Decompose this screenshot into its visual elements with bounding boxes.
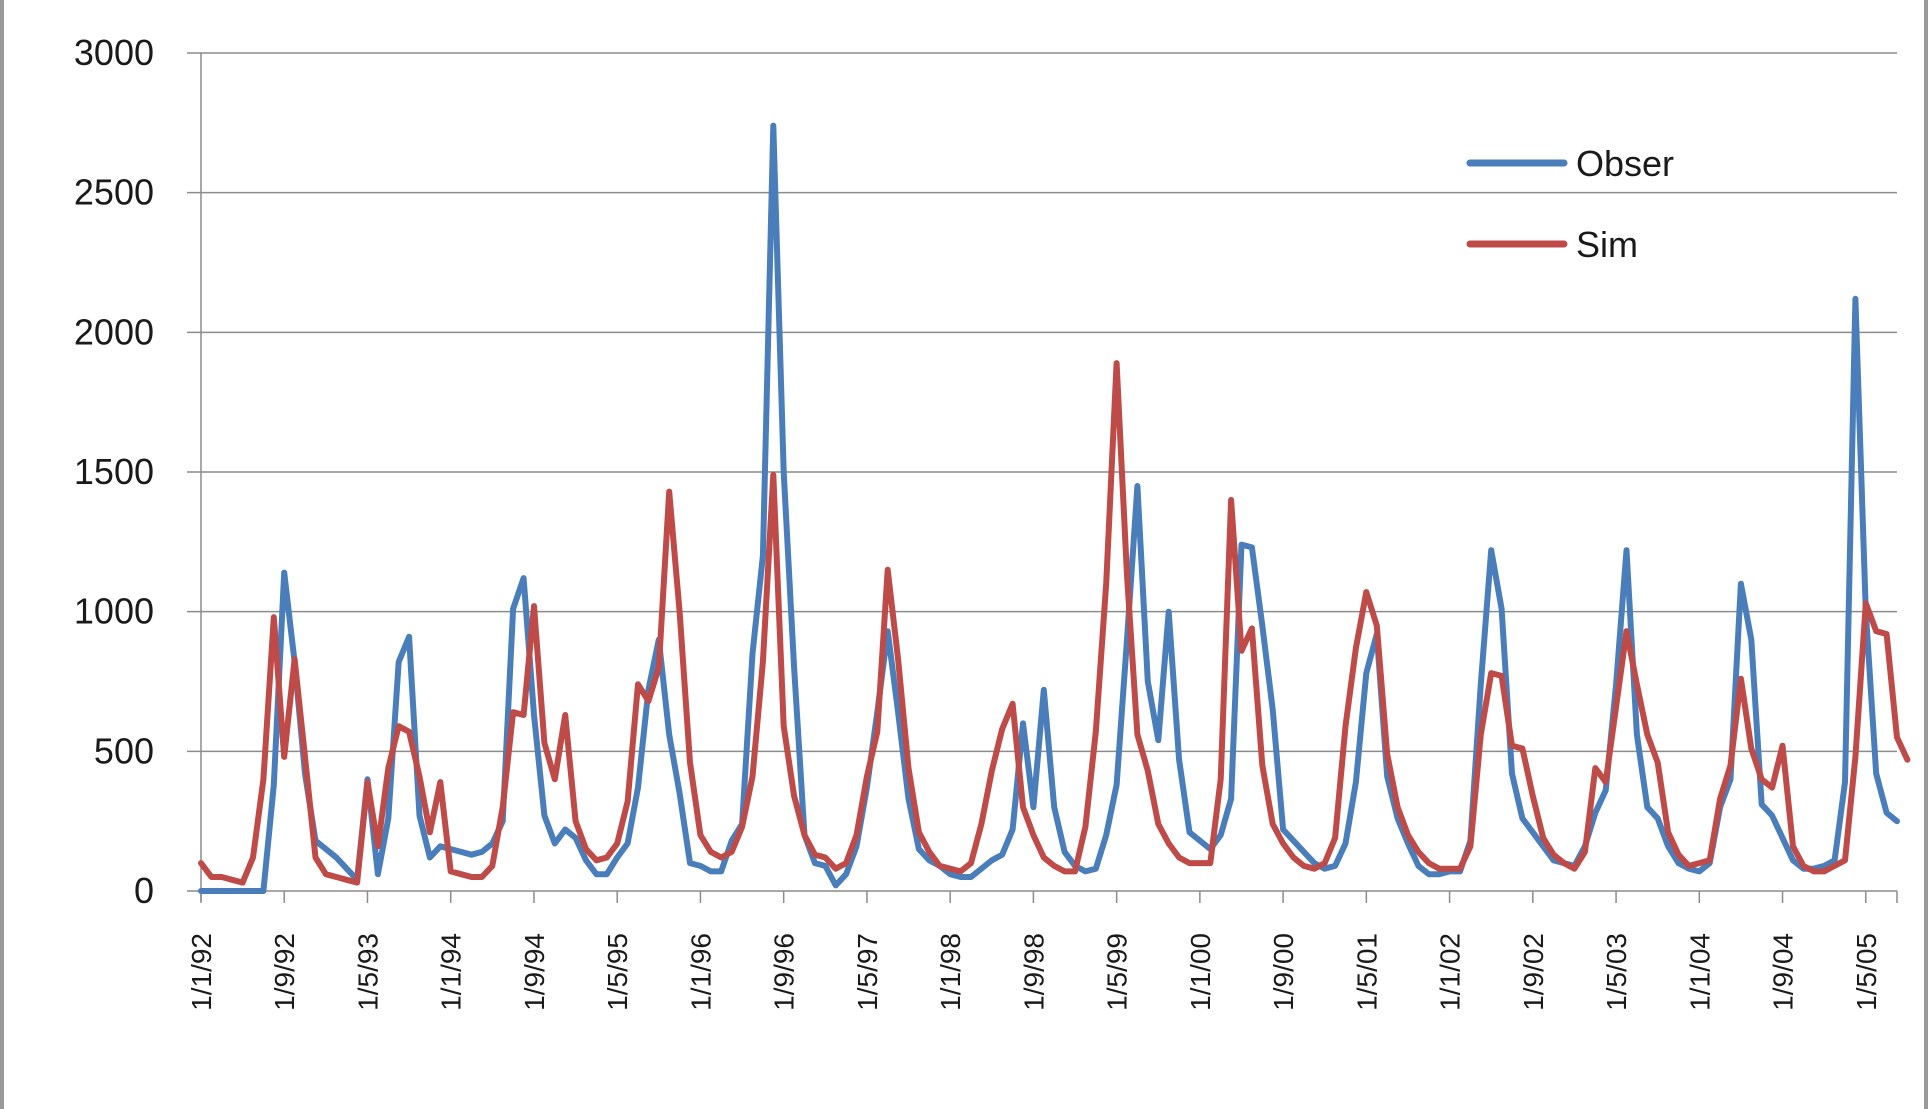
x-tick-label: 1/1/92 (186, 933, 217, 1011)
y-tick-label: 2000 (74, 311, 154, 352)
x-tick-label: 1/5/03 (1601, 933, 1632, 1011)
x-tick-label: 1/1/00 (1185, 933, 1216, 1011)
x-tick-label: 1/5/05 (1851, 933, 1882, 1011)
y-tick-label: 500 (94, 730, 154, 771)
x-tick-label: 1/9/00 (1268, 933, 1299, 1011)
y-tick-label: 1000 (74, 591, 154, 632)
x-tick-label: 1/9/92 (269, 933, 300, 1011)
x-tick-label: 1/5/93 (352, 933, 383, 1011)
x-tick-label: 1/1/98 (935, 933, 966, 1011)
y-tick-label: 3000 (74, 32, 154, 73)
x-tick-label: 1/1/94 (436, 933, 467, 1011)
x-tick-label: 1/5/95 (602, 933, 633, 1011)
series-line-obser (198, 122, 1900, 894)
line-chart: 0 500 1000 1500 2000 2500 3000 1/1/92 1/9/92 1/5/… (74, 32, 1911, 1011)
legend-label-obser: Obser (1576, 143, 1674, 184)
x-tick-label: 1/1/96 (685, 933, 716, 1011)
x-tick-label: 1/9/98 (1018, 933, 1049, 1011)
x-tick-label: 1/1/02 (1435, 933, 1466, 1011)
x-tick-label: 1/9/02 (1518, 933, 1549, 1011)
legend-label-sim: Sim (1576, 224, 1638, 265)
y-tick-label: 1500 (74, 451, 154, 492)
x-tick-label: 1/1/04 (1684, 933, 1715, 1011)
x-tick-label: 1/5/99 (1102, 933, 1133, 1011)
y-tick-label: 2500 (74, 172, 154, 213)
x-tick-label: 1/5/01 (1351, 933, 1382, 1011)
x-tick-label: 1/9/04 (1768, 933, 1799, 1011)
x-tick-label: 1/9/96 (769, 933, 800, 1011)
y-tick-label: 0 (134, 870, 154, 911)
x-tick-label: 1/9/94 (519, 933, 550, 1011)
series-line-sim (198, 360, 1911, 886)
x-tick-label: 1/5/97 (852, 933, 883, 1011)
